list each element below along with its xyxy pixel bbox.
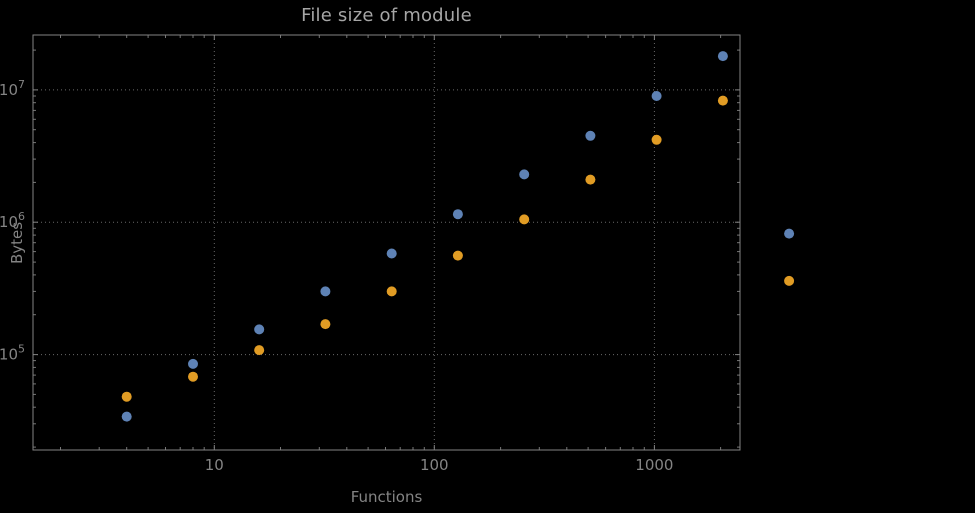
x-axis-label: Functions: [350, 488, 423, 506]
data-point-orange: [784, 275, 795, 286]
plot-frame: [32, 34, 741, 451]
y-tick-label: 106: [0, 210, 25, 231]
data-point-blue: [320, 286, 331, 297]
y-tick-label: 107: [0, 78, 25, 99]
data-point-orange: [651, 134, 662, 145]
x-tick-label: 10: [205, 456, 224, 474]
data-point-orange: [386, 286, 397, 297]
data-point-orange: [320, 319, 331, 330]
data-point-blue: [519, 169, 530, 180]
x-tick-label: 100: [420, 456, 449, 474]
data-point-orange: [519, 214, 530, 225]
chart-title: File size of module: [301, 5, 472, 26]
data-point-blue: [188, 358, 198, 369]
data-point-blue: [651, 91, 662, 101]
data-point-orange: [452, 250, 463, 261]
data-point-orange: [254, 345, 265, 356]
data-point-blue: [717, 51, 728, 62]
data-point-orange: [188, 371, 198, 382]
data-point-orange: [121, 391, 132, 402]
data-point-blue: [452, 209, 463, 220]
data-point-blue: [784, 228, 795, 239]
data-point-blue: [386, 248, 397, 259]
data-point-blue: [585, 130, 596, 141]
data-point-orange: [717, 95, 728, 106]
x-tick-label: 1000: [635, 456, 673, 474]
y-tick-label: 105: [0, 343, 25, 364]
data-point-blue: [121, 411, 132, 422]
data-point-orange: [585, 174, 596, 185]
data-point-blue: [254, 324, 265, 335]
